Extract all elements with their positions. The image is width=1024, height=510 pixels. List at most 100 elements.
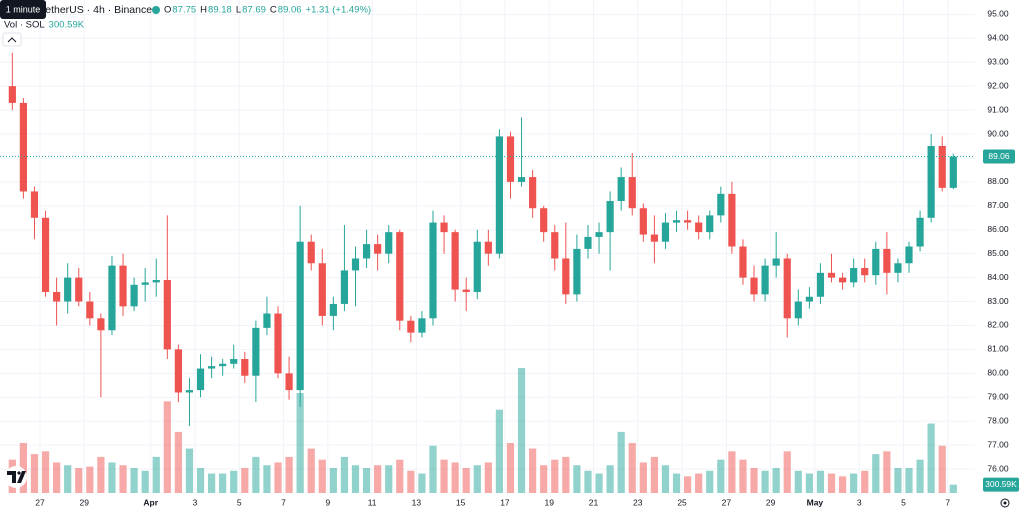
candle-body: [672, 220, 681, 223]
tradingview-logo[interactable]: [5, 466, 27, 488]
volume-bar: [872, 454, 880, 493]
volume-bar: [484, 462, 492, 493]
x-tick-label: 27: [722, 497, 732, 507]
volume-bar: [850, 473, 858, 493]
symbol-title: TetherUS · 4h · Binance: [40, 4, 152, 16]
candle-body: [75, 277, 83, 302]
candle-body: [307, 241, 315, 264]
y-tick-label: 86.00: [987, 224, 1009, 234]
candle-body: [8, 86, 16, 103]
candle-body: [473, 241, 481, 292]
volume-bar: [285, 456, 293, 493]
volume-pane: [8, 368, 957, 493]
volume-bar: [739, 459, 747, 493]
y-tick-label: 77.00: [987, 439, 1009, 449]
volume-bar: [717, 459, 725, 493]
candle-body: [794, 301, 802, 319]
ohlc-value: 87.75: [172, 5, 196, 16]
volume-bar: [506, 443, 515, 493]
y-tick-label: 85.00: [987, 248, 1009, 258]
x-tick-label: 19: [544, 497, 554, 507]
volume-bar: [661, 465, 670, 493]
volume-bar: [207, 473, 216, 493]
volume-value: 300.59K: [49, 20, 85, 31]
x-tick-label: 3: [193, 497, 198, 507]
volume-bar: [529, 448, 537, 493]
candle-body: [440, 222, 448, 233]
candle-body: [196, 368, 205, 391]
candle-body: [506, 136, 515, 182]
volume-bar: [75, 468, 83, 493]
volume-bar: [307, 448, 315, 493]
candle-body: [41, 217, 50, 292]
y-tick-label: 95.00: [987, 9, 1009, 19]
volume-bar: [274, 462, 282, 493]
volume-bar: [163, 401, 171, 493]
volume-bar: [816, 470, 825, 493]
volume-bar: [296, 393, 304, 493]
volume-bar: [340, 456, 349, 493]
volume-bar: [440, 459, 448, 493]
candle-body: [573, 248, 581, 295]
volume-bar: [883, 451, 891, 493]
y-tick-label: 93.00: [987, 56, 1009, 66]
price-change: +1.31 (+1.49%): [306, 5, 372, 16]
volume-bar: [916, 459, 924, 493]
candle-body: [263, 313, 271, 328]
volume-bar: [794, 470, 802, 493]
settings-button[interactable]: [1000, 498, 1010, 508]
y-tick-label: 76.00: [987, 463, 1009, 473]
candle-body: [64, 277, 72, 302]
ohlc-value: 89.18: [208, 5, 232, 16]
x-tick-label: 17: [500, 497, 510, 507]
volume-bar: [562, 456, 570, 493]
volume-bar: [19, 443, 28, 493]
x-tick-label: 25: [677, 497, 687, 507]
volume-bar: [108, 462, 116, 493]
volume-bar: [196, 468, 205, 493]
volume-bar: [185, 448, 194, 493]
candle-body: [152, 280, 160, 283]
candle-body: [484, 241, 492, 254]
volume-bar: [783, 451, 791, 493]
volume-bar: [429, 445, 437, 493]
x-tick-label: 5: [237, 497, 242, 507]
candle-body: [761, 265, 769, 295]
volume-bar: [41, 451, 50, 493]
candle-body: [949, 156, 957, 188]
volume-bar: [252, 456, 260, 493]
x-tick-label: 29: [80, 497, 90, 507]
candle-body: [86, 301, 94, 319]
y-tick-label: 92.00: [987, 80, 1009, 90]
volume-bar: [628, 443, 636, 493]
candle-body: [252, 327, 260, 376]
candle-body: [429, 222, 437, 319]
candle-body: [883, 248, 891, 273]
x-tick-label: 5: [901, 497, 906, 507]
candle-body: [407, 320, 415, 333]
candle-body: [318, 263, 326, 316]
volume-bar: [805, 473, 813, 493]
collapse-button[interactable]: [2, 32, 22, 47]
candle-body: [872, 248, 880, 276]
volume-bar: [949, 484, 957, 493]
volume-name: Vol · SOL: [4, 20, 45, 31]
candle-body: [684, 220, 692, 223]
volume-bar: [97, 456, 105, 493]
volume-bar: [639, 462, 647, 493]
last-price-box: [983, 149, 1015, 164]
volume-bar: [318, 459, 326, 493]
candle-body: [329, 303, 337, 316]
grid: [0, 0, 975, 493]
candle-body: [661, 222, 670, 242]
candle-body: [540, 208, 548, 233]
volume-bar: [119, 465, 127, 493]
candle-body: [783, 258, 791, 319]
candle-body: [19, 102, 28, 192]
candle-body: [739, 246, 747, 278]
ohlc-value: 87.69: [242, 5, 266, 16]
volume-bar: [617, 431, 625, 493]
candle-body: [562, 258, 570, 295]
candle-body: [451, 232, 459, 290]
candle-body: [916, 217, 924, 247]
